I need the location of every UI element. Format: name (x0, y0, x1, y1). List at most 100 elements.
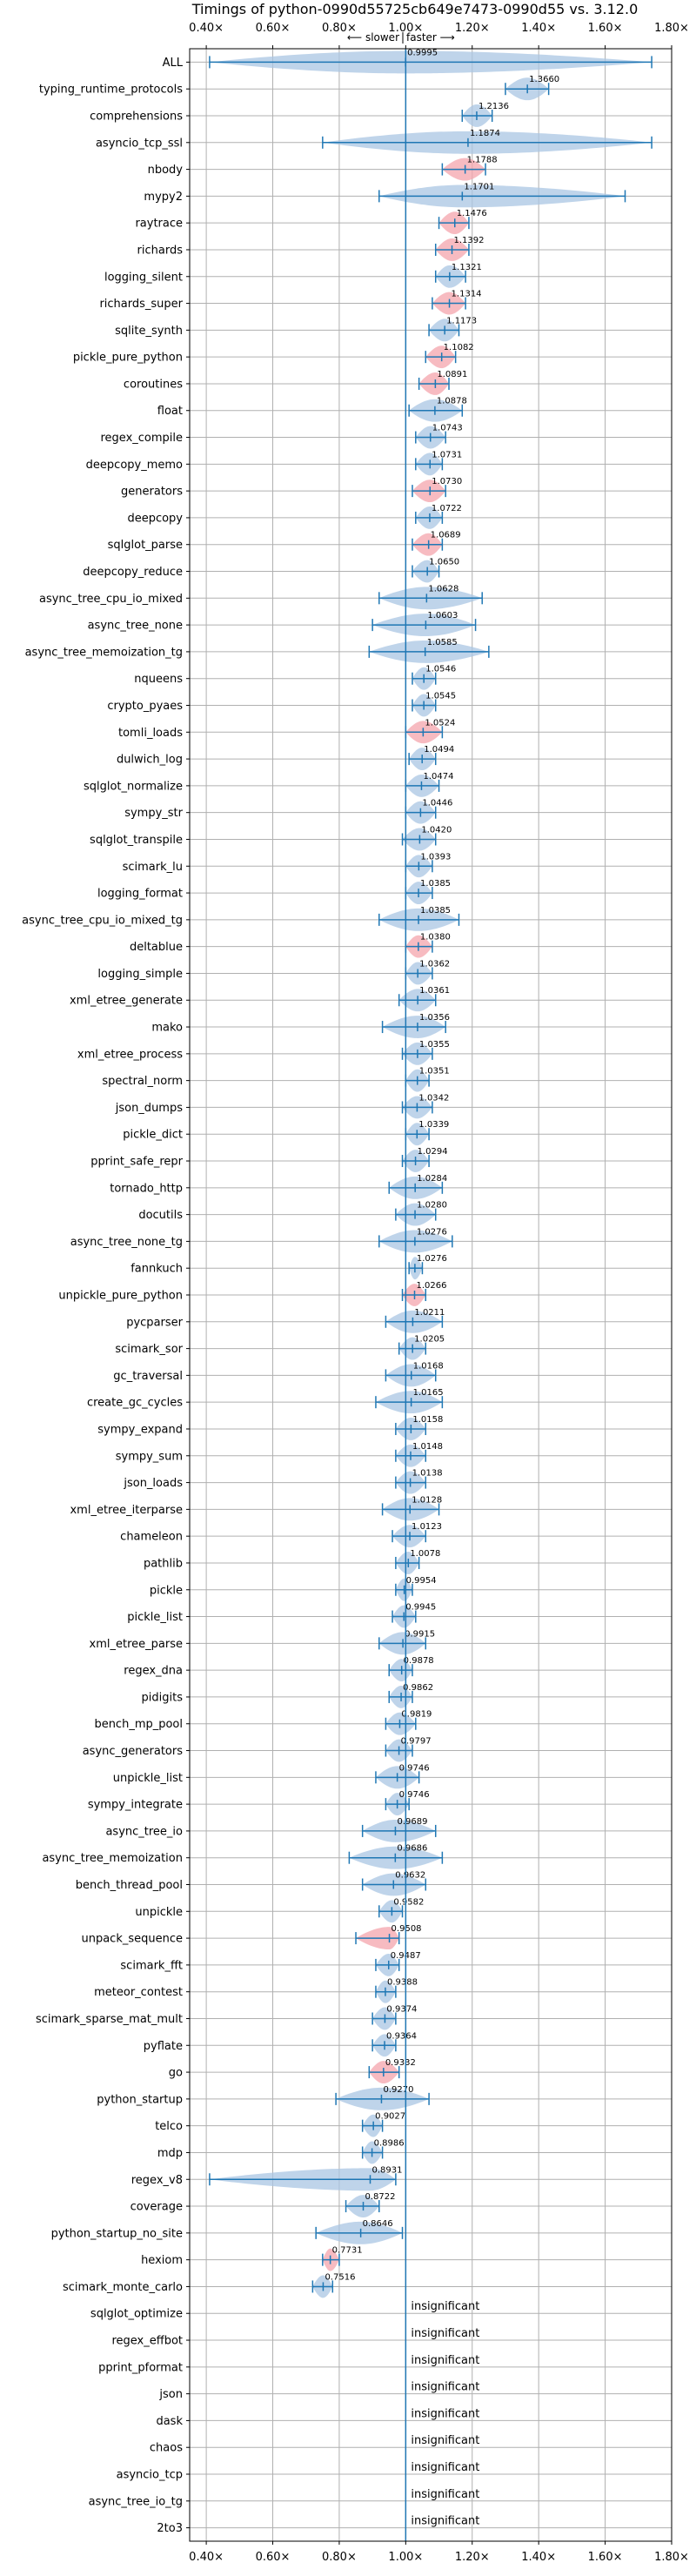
value-label: 1.0276 (417, 1227, 447, 1237)
benchmark-label: regex_dna (124, 1665, 183, 1678)
value-label: 1.0446 (422, 799, 452, 808)
value-label: 1.0205 (414, 1335, 445, 1345)
benchmark-label: richards (137, 244, 184, 257)
benchmark-label: pickle_list (127, 1611, 183, 1624)
value-label: 1.0722 (432, 504, 462, 513)
benchmark-label: pycparser (126, 1316, 183, 1329)
value-label: 0.9582 (393, 1897, 424, 1907)
value-label: 1.0546 (425, 665, 456, 674)
value-label: 1.0123 (412, 1522, 442, 1532)
value-label: 0.9332 (385, 2058, 416, 2068)
benchmark-label: scimark_sparse_mat_mult (36, 2013, 183, 2026)
x-tick-label-top: 1.60× (588, 22, 623, 35)
value-label: 1.0731 (432, 450, 462, 460)
value-label: 1.0628 (428, 584, 458, 594)
x-tick-label-bottom: 0.80× (322, 2551, 357, 2564)
value-label: 1.0355 (419, 1040, 450, 1050)
benchmark-label: mako (151, 1022, 183, 1035)
benchmark-label: regex_effbot (111, 2335, 183, 2348)
value-label: 0.9954 (406, 1576, 437, 1586)
x-tick-label-top: 0.40× (189, 22, 224, 35)
benchmark-label: scimark_sor (115, 1343, 183, 1356)
benchmark-label: xml_etree_parse (90, 1638, 183, 1651)
value-label: 1.0158 (412, 1415, 443, 1425)
value-label: 1.0385 (420, 879, 451, 889)
benchmark-label: scimark_fft (120, 1959, 183, 1972)
benchmark-label: async_tree_memoization_tg (25, 646, 183, 659)
insignificant-label: insignificant (411, 2407, 479, 2420)
value-label: 1.1874 (470, 129, 500, 138)
benchmark-label: hexiom (141, 2254, 183, 2267)
value-label: 0.9746 (399, 1763, 430, 1773)
value-label: 0.9364 (386, 2031, 417, 2041)
value-label: 0.9689 (397, 1817, 427, 1827)
benchmark-label: tomli_loads (118, 727, 183, 740)
benchmark-label: telco (155, 2120, 183, 2133)
benchmark-label: pickle_pure_python (73, 352, 183, 365)
value-label: 1.1392 (454, 236, 485, 245)
benchmark-label: logging_silent (104, 271, 183, 284)
benchmark-label: pickle_dict (123, 1129, 183, 1142)
faster-label: faster ⟶ (406, 31, 455, 44)
benchmark-label: pyflate (144, 2040, 183, 2053)
value-label: 1.0420 (421, 825, 452, 835)
benchmark-label: asyncio_tcp (117, 2469, 183, 2482)
value-label: 1.0266 (417, 1281, 447, 1291)
benchmark-label: deepcopy_reduce (83, 566, 183, 579)
x-tick-label-top: 0.60× (256, 22, 291, 35)
value-label: 1.0545 (425, 691, 456, 701)
value-label: 0.9374 (386, 2004, 417, 2014)
benchmark-label: dask (156, 2415, 183, 2428)
benchmark-label: richards_super (99, 298, 183, 311)
value-label: 1.0361 (419, 986, 450, 996)
benchmark-label: scimark_lu (123, 861, 183, 874)
benchmark-label: xml_etree_process (77, 1048, 183, 1061)
benchmark-label: async_generators (83, 1745, 184, 1758)
benchmark-label: async_tree_none (88, 620, 183, 633)
benchmark-label: sympy_str (124, 807, 183, 820)
insignificant-label: insignificant (411, 2461, 479, 2474)
benchmark-label: coroutines (124, 378, 183, 391)
benchmark-label: sqlglot_parse (108, 539, 183, 552)
benchmark-label: async_tree_memoization (42, 1852, 183, 1865)
benchmark-label: chameleon (120, 1531, 183, 1544)
benchmark-label: sympy_sum (116, 1450, 183, 1463)
benchmark-label: sqlglot_optimize (90, 2308, 183, 2321)
benchmark-label: pprint_safe_repr (90, 1156, 183, 1169)
value-label: 1.0393 (420, 852, 451, 862)
benchmark-label: comprehensions (90, 110, 183, 123)
benchmark-label: pickle (150, 1584, 183, 1597)
benchmark-label: unpack_sequence (81, 1933, 183, 1946)
value-label: 0.9270 (383, 2085, 413, 2095)
benchmark-label: mypy2 (144, 191, 183, 204)
benchmark-label: xml_etree_iterparse (70, 1504, 183, 1517)
benchmark-label: pathlib (144, 1557, 183, 1570)
benchmark-label: async_tree_none_tg (70, 1236, 183, 1249)
value-label: 0.7516 (325, 2272, 355, 2282)
benchmark-label: float (157, 405, 183, 418)
plot-frame (189, 48, 673, 2542)
insignificant-label: insignificant (411, 2327, 479, 2340)
value-label: 0.9862 (403, 1683, 433, 1693)
benchmark-label: pidigits (142, 1691, 184, 1704)
value-label: 1.0211 (414, 1308, 445, 1318)
insignificant-label: insignificant (411, 2300, 479, 2313)
value-label: 0.9819 (401, 1710, 432, 1720)
value-label: 1.0689 (431, 531, 461, 540)
value-label: 1.0603 (427, 611, 458, 621)
value-label: 1.0385 (420, 906, 451, 916)
value-label: 1.0878 (437, 397, 467, 406)
x-tick-label-top: 1.00× (388, 22, 423, 35)
value-label: 1.0650 (429, 558, 459, 567)
benchmark-label: xml_etree_generate (70, 995, 183, 1008)
value-label: 1.0351 (419, 1067, 450, 1077)
benchmark-label: meteor_contest (94, 1986, 183, 1999)
benchmark-label: async_tree_cpu_io_mixed_tg (22, 914, 183, 927)
x-tick-label-bottom: 0.40× (189, 2551, 224, 2564)
value-label: 1.1701 (464, 182, 494, 191)
x-axis-top: 0.40× 0.60× 0.80× 1.00× 1.20× 1.40× 1.60× 1.80× (189, 22, 689, 49)
x-tick-label-bottom: 1.40× (521, 2551, 556, 2564)
benchmark-label: deepcopy_memo (86, 459, 183, 472)
slower-label: ⟵ slower (347, 31, 399, 44)
